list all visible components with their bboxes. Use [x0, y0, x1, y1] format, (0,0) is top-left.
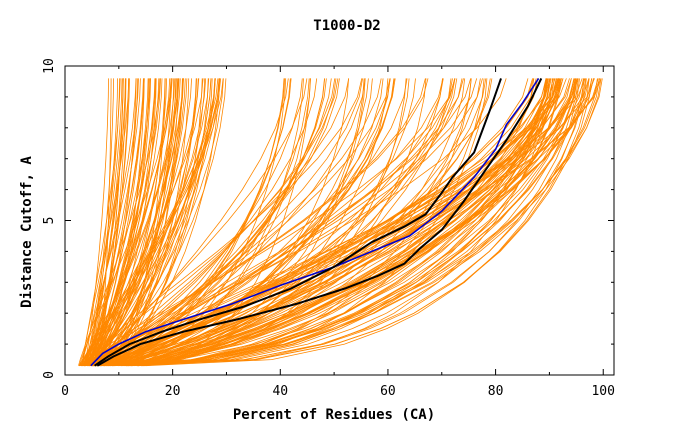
model-curve-steep-59	[89, 78, 204, 366]
series-line-black-1	[94, 78, 502, 367]
model-curve-middle-96	[84, 78, 426, 367]
model-curve-steep-69	[81, 78, 212, 367]
y-tick-label-5: 5	[42, 217, 57, 225]
model-curve-gradual-225	[109, 78, 563, 367]
model-curve-gradual-238	[103, 78, 579, 367]
model-curve-steep-84	[96, 78, 149, 366]
model-curve-gradual-209	[127, 78, 598, 367]
model-curve-middle-154	[87, 78, 493, 367]
model-curve-gradual-171	[106, 78, 576, 367]
model-curve-steep-32	[86, 78, 137, 366]
model-curve-gradual-198	[137, 78, 549, 367]
y-axis: 0 5 10	[42, 58, 57, 379]
model-curve-middle-120	[82, 78, 456, 366]
model-curve-gradual-195	[120, 78, 592, 367]
model-curve-middle-155	[85, 78, 311, 367]
y-tick-label-0: 0	[42, 371, 57, 379]
series-line-blue	[90, 77, 540, 367]
background-model-curves	[78, 78, 603, 367]
y-tick-label-10: 10	[42, 58, 57, 74]
model-curve-middle-150	[106, 78, 464, 367]
model-curve-steep-73	[93, 78, 199, 367]
x-tick-label-0: 0	[61, 384, 69, 399]
model-curve-gradual-237	[114, 78, 594, 367]
chart-title: T1000-D2	[313, 18, 380, 34]
model-curve-gradual-235	[130, 78, 587, 367]
x-tick-label-100: 100	[591, 384, 614, 399]
model-curve-gradual-229	[114, 78, 584, 367]
model-curve-gradual-227	[126, 78, 548, 367]
highlight-curves	[90, 77, 543, 367]
x-tick-label-40: 40	[272, 384, 288, 399]
model-curve-middle-156	[93, 78, 382, 367]
model-curve-gradual-204	[115, 78, 583, 367]
model-curve-middle-104	[89, 78, 339, 366]
model-curve-steep-44	[83, 78, 127, 367]
x-tick-label-80: 80	[488, 384, 504, 399]
model-curve-gradual-216	[133, 78, 559, 367]
model-curve-gradual-232	[110, 78, 537, 367]
model-curve-gradual-173	[108, 78, 534, 367]
x-axis: 0 20 40 60 80 100	[61, 384, 615, 399]
model-curve-middle-134	[81, 78, 350, 366]
x-axis-title: Percent of Residues (CA)	[233, 407, 435, 423]
model-curve-steep-24	[88, 78, 175, 367]
model-curve-middle-112	[93, 78, 488, 367]
model-curve-gradual-196	[145, 78, 585, 367]
model-curve-gradual-221	[126, 78, 547, 367]
model-curve-steep-87	[84, 78, 219, 366]
model-curve-gradual-231	[144, 78, 572, 367]
model-curve-middle-153	[101, 78, 308, 366]
model-curve-gradual-184	[102, 78, 576, 367]
model-curve-steep-63	[95, 78, 167, 366]
model-curve-middle-100	[100, 78, 289, 366]
model-curve-middle-157	[84, 78, 444, 367]
model-curve-steep-77	[91, 78, 207, 366]
model-curve-gradual-206	[131, 78, 539, 367]
model-curve-gradual-220	[131, 78, 553, 367]
model-curve-middle-102	[83, 78, 363, 366]
model-curve-gradual-234	[122, 78, 529, 367]
model-curve-gradual-213	[107, 78, 557, 367]
model-curve-steep-62	[82, 78, 144, 366]
model-curve-steep-81	[78, 78, 160, 367]
y-axis-title: Distance Cutoff, A	[19, 156, 35, 308]
model-curve-middle-143	[83, 78, 429, 367]
model-curve-gradual-217	[112, 78, 603, 367]
model-curve-steep-56	[84, 78, 109, 366]
model-curve-steep-85	[81, 78, 139, 366]
model-curve-middle-108	[106, 78, 311, 367]
model-curve-gradual-218	[118, 78, 552, 367]
model-curve-steep-79	[92, 78, 112, 366]
model-curve-gradual-219	[93, 78, 578, 367]
model-curve-steep-75	[78, 78, 161, 366]
tick-marks	[64, 65, 614, 376]
x-tick-label-60: 60	[380, 384, 396, 399]
model-curve-gradual-239	[109, 78, 551, 367]
model-curve-middle-106	[96, 78, 337, 367]
x-tick-label-20: 20	[165, 384, 181, 399]
series-line-black-2	[96, 77, 543, 367]
model-curve-middle-151	[107, 78, 384, 367]
model-curve-steep-64	[85, 78, 210, 366]
model-curve-gradual-236	[131, 78, 575, 367]
